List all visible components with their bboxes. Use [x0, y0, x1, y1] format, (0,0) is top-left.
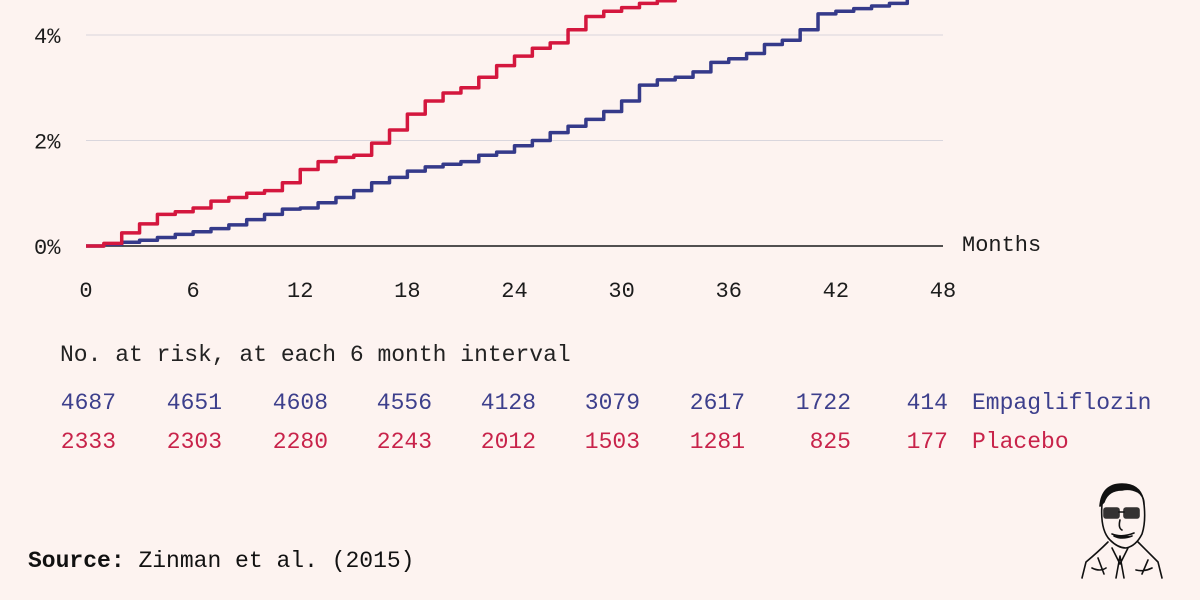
risk-value: 1722	[795, 390, 851, 416]
x-tick-label: 12	[287, 279, 313, 304]
km-chart: 0% 2% 4% 0 6 12 18 24 30 36 42 48 Months	[34, 0, 1041, 304]
risk-value: 1503	[584, 429, 640, 455]
risk-value: 177	[906, 429, 948, 455]
risk-value: 2617	[689, 390, 745, 416]
caricature-portrait-icon	[1081, 483, 1163, 579]
source-label: Source:	[28, 548, 125, 574]
legend-empagliflozin: Empagliflozin	[972, 390, 1152, 416]
x-tick-label: 6	[187, 279, 200, 304]
risk-value: 3079	[584, 390, 640, 416]
y-tick-label: 4%	[34, 25, 61, 50]
x-tick-label: 0	[79, 279, 92, 304]
risk-value: 4687	[60, 390, 116, 416]
risk-value: 2012	[480, 429, 536, 455]
risk-value: 4608	[272, 390, 328, 416]
risk-value: 2280	[272, 429, 328, 455]
x-tick-label: 36	[716, 279, 742, 304]
risk-value: 414	[906, 390, 948, 416]
legend-placebo: Placebo	[972, 429, 1069, 455]
source-citation: Source: Zinman et al. (2015)	[28, 548, 414, 574]
risk-value: 2243	[376, 429, 432, 455]
risk-value: 2303	[166, 429, 222, 455]
y-tick-label: 0%	[34, 236, 61, 261]
risk-value: 1281	[689, 429, 745, 455]
risk-row-empagliflozin: 4687 4651 4608 4556 4128 3079 2617 1722 …	[0, 390, 1200, 420]
risk-value: 2333	[60, 429, 116, 455]
series-line-placebo	[86, 0, 677, 248]
x-tick-label: 30	[608, 279, 634, 304]
y-tick-label: 2%	[34, 131, 61, 156]
risk-value: 825	[809, 429, 851, 455]
series-line-empagliflozin	[86, 0, 910, 248]
source-text: Zinman et al. (2015)	[138, 548, 415, 574]
risk-value: 4556	[376, 390, 432, 416]
x-tick-label: 48	[930, 279, 956, 304]
x-axis-label: Months	[962, 233, 1041, 258]
x-tick-label: 42	[823, 279, 849, 304]
x-tick-label: 18	[394, 279, 420, 304]
x-tick-label: 24	[501, 279, 527, 304]
risk-value: 4128	[480, 390, 536, 416]
risk-row-placebo: 2333 2303 2280 2243 2012 1503 1281 825 1…	[0, 429, 1200, 459]
risk-table-title: No. at risk, at each 6 month interval	[60, 342, 571, 368]
risk-value: 4651	[166, 390, 222, 416]
